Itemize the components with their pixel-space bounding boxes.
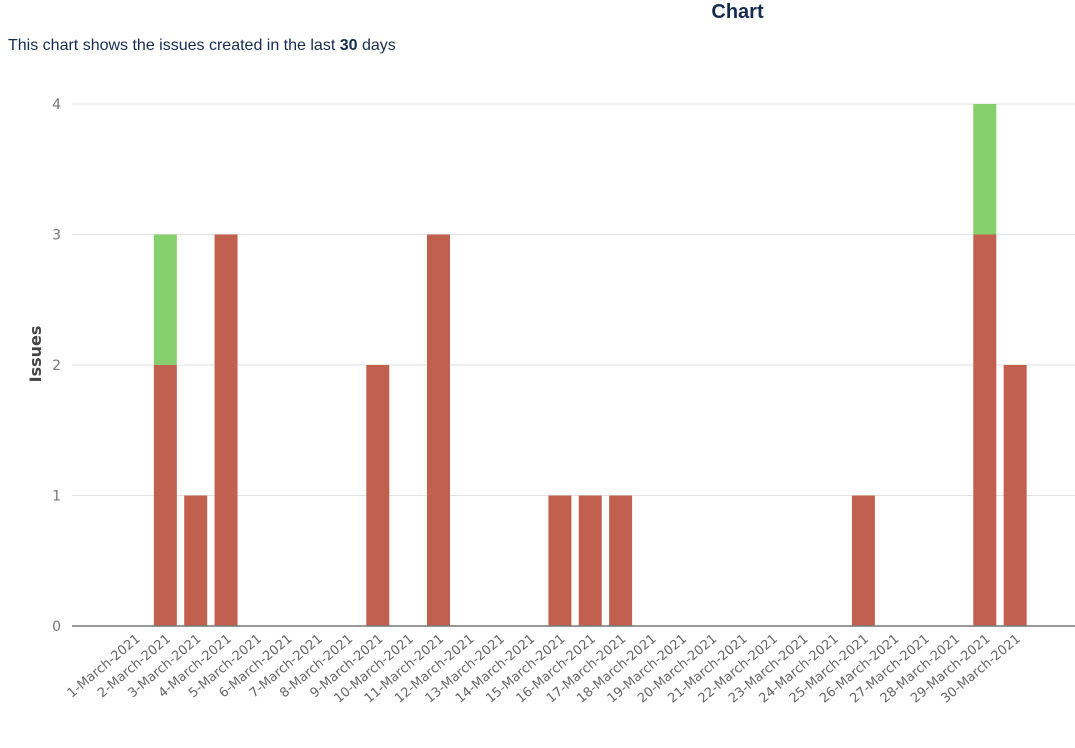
bar-segment: [366, 365, 390, 626]
chart-description: This chart shows the issues created in t…: [8, 36, 396, 56]
y-tick-label: 1: [52, 489, 61, 505]
y-axis-label: Issues: [26, 326, 45, 383]
y-tick-label: 0: [52, 619, 61, 635]
bar-segment: [973, 234, 997, 626]
bar-segment: [1003, 365, 1027, 626]
bar-segment: [214, 234, 238, 626]
y-tick-label: 4: [52, 97, 61, 113]
bar-segment: [184, 495, 208, 626]
description-prefix: This chart shows the issues created in t…: [8, 37, 340, 54]
bar-segment: [578, 495, 602, 626]
y-axis-ticks: 0 1 2 3 4: [52, 97, 61, 635]
bar-segment: [427, 234, 450, 626]
bar-segment: [851, 495, 875, 626]
bar-segment: [548, 495, 572, 626]
bar-segment: [153, 365, 177, 626]
bar-segment: [609, 495, 633, 626]
y-tick-label: 2: [52, 358, 61, 374]
y-tick-label: 3: [52, 228, 61, 244]
bars: [153, 104, 1027, 626]
description-suffix: days: [357, 37, 396, 54]
x-axis-labels: 1-March-20212-March-20213-March-20214-Ma…: [65, 632, 1024, 707]
description-days: 30: [339, 37, 358, 54]
bar-segment: [973, 104, 997, 235]
grid-lines: [72, 103, 1075, 496]
bar-segment: [153, 234, 177, 365]
chart-title: Chart: [711, 1, 764, 23]
